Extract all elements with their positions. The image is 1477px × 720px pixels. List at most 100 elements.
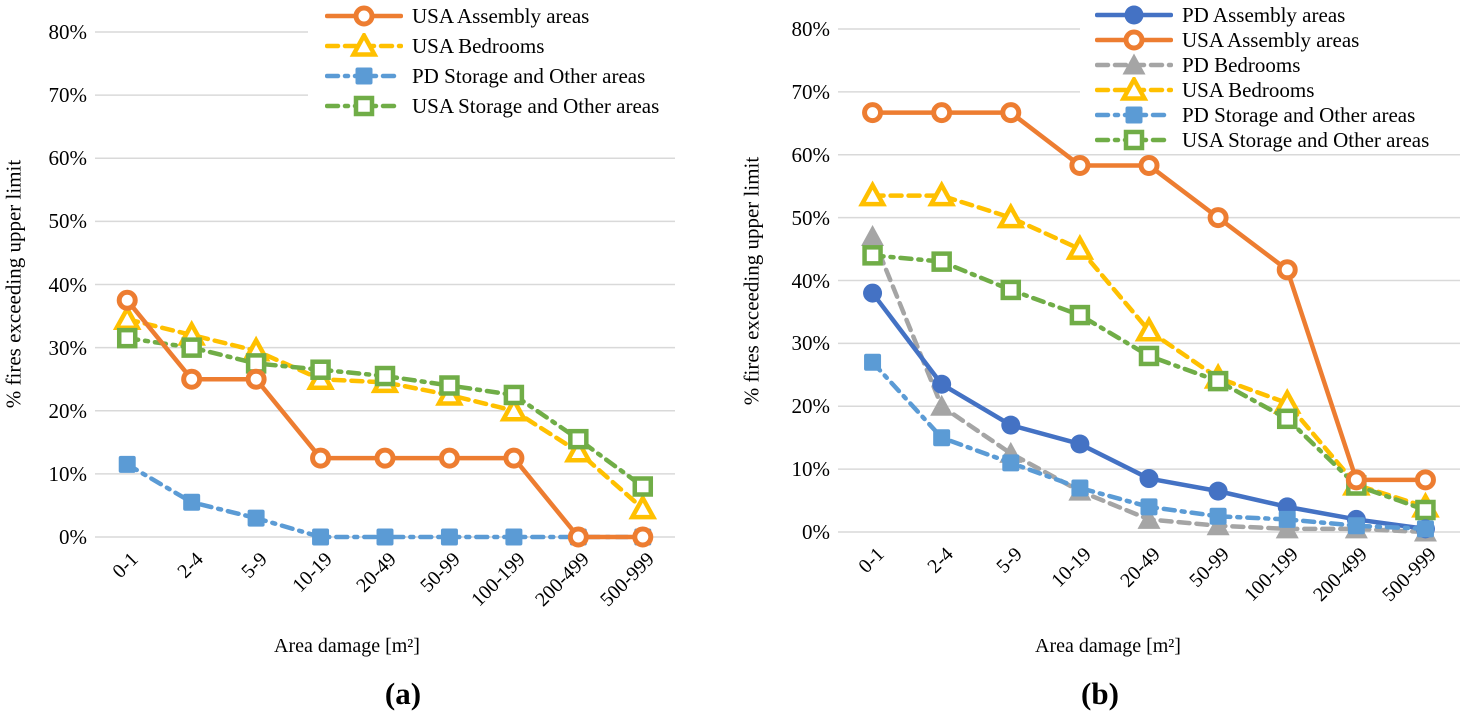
circle-open-marker [353,5,375,27]
y-tick-label: 10% [48,461,88,486]
panel-label-a: (a) [384,676,422,711]
square-open-marker [310,359,331,380]
square-filled-marker [376,528,394,546]
circle-open-marker [1276,259,1298,281]
legend-item-usa-storage-and-other-areas: USA Storage and Other areas [1095,127,1429,153]
circle-open-marker [1000,102,1022,124]
series-line [124,462,646,540]
legend-b-background [1080,0,1460,152]
circle-open-marker [245,368,267,390]
series-pd-assembly-areas [863,283,1435,539]
legend-label: USA Storage and Other areas [1182,127,1430,152]
y-tick-label: 30% [791,331,831,356]
y-tick-label: 50% [791,205,831,230]
square-open-marker [503,384,525,406]
legend-sample-usa-storage-and-other-areas [1095,129,1173,151]
x-axis-title-b: Area damage [m²] [1035,635,1181,657]
y-tick-label: 80% [48,20,88,44]
chart-panel-a: % fires exceeding upper limit Area damag… [0,0,738,720]
square-open-marker [632,476,654,497]
series-line [124,316,646,511]
square-filled-marker [864,353,882,371]
square-open-marker [181,337,202,358]
legend-item-usa-bedrooms: USA Bedrooms [325,33,544,59]
circle-filled-marker [1001,415,1021,435]
square-filled-marker [247,509,265,527]
y-tick-label: 50% [48,209,88,234]
panel-label-b: (b) [1081,676,1119,711]
square-filled-marker [505,528,523,546]
legend-item-pd-bedrooms: PD Bedrooms [1095,52,1300,78]
legend-label: USA Storage and Other areas [412,93,660,118]
circle-filled-marker [1070,434,1090,454]
legend-label: PD Storage and Other areas [412,63,646,88]
circle-open-marker [310,447,332,469]
legend-sample-pd-storage-and-other-areas [325,67,403,85]
square-open-marker [439,375,460,396]
legend-label: PD Storage and Other areas [1182,102,1416,127]
square-filled-marker [183,493,201,511]
triangle-filled-marker [930,394,954,416]
y-tick-label: 0% [802,520,830,544]
circle-filled-marker [1124,5,1144,25]
series-usa-assembly-areas [116,289,654,548]
square-open-marker [1000,279,1022,301]
square-filled-marker [1002,454,1020,472]
y-tick-label: 0% [59,525,87,549]
legend-sample-usa-bedrooms [1095,77,1173,101]
triangle-open-marker [349,33,379,57]
triangle-open-marker [1134,315,1164,342]
square-open-marker [1138,345,1160,367]
series-usa-storage-and-other-areas [116,327,654,497]
triangle-open-marker [112,304,142,330]
circle-open-marker [438,447,460,469]
square-open-marker [353,95,375,117]
circle-open-marker [1345,469,1367,491]
square-filled-marker [1140,498,1158,516]
legend-sample-usa-bedrooms [325,33,403,57]
circle-open-marker [116,289,138,311]
series-line [124,298,646,540]
x-axis-title-a: Area damage [m²] [274,635,420,657]
legend-label: USA Bedrooms [1182,77,1315,102]
square-open-marker [931,251,952,272]
square-open-marker [374,365,396,387]
series-usa-assembly-areas [862,102,1436,491]
y-tick-label: 40% [48,272,88,297]
triangle-open-marker [564,436,593,463]
circle-open-marker [862,102,884,124]
square-open-marker [862,245,883,266]
circle-open-marker [1069,154,1091,176]
legend-item-pd-storage-and-other-areas: PD Storage and Other areas [325,63,645,89]
circle-open-marker [1138,154,1160,176]
legend-sample-pd-bedrooms [1095,53,1173,75]
circle-open-marker [374,447,396,469]
series-pd-storage-and-other-areas [864,353,1434,538]
square-filled-marker [1125,106,1143,124]
circle-filled-marker [1139,469,1159,489]
triangle-open-marker [1065,233,1095,260]
y-tick-label: 10% [791,457,831,482]
square-filled-marker [355,67,373,85]
y-tick-label: 80% [791,17,831,41]
legend-item-usa-assembly-areas: USA Assembly areas [1095,27,1359,53]
circle-open-marker [503,447,525,469]
square-open-marker [1415,499,1436,521]
chart-a-canvas [95,31,675,548]
square-open-marker [1207,370,1229,392]
triangle-filled-marker [861,224,885,246]
legend-label: USA Bedrooms [412,33,545,58]
legend-sample-pd-storage-and-other-areas [1095,106,1173,124]
triangle-open-marker [499,395,529,422]
triangle-open-marker [858,180,887,207]
legend-sample-usa-assembly-areas [325,5,403,27]
circle-open-marker [632,526,654,548]
chart-panel-b: % fires exceeding upper limit Area damag… [738,0,1477,720]
y-tick-label: 20% [48,398,88,423]
square-open-marker [1123,129,1145,151]
legend-label: PD Bedrooms [1182,52,1301,77]
triangle-open-marker [996,202,1026,229]
square-filled-marker [312,528,330,546]
legend-sample-usa-storage-and-other-areas [325,95,403,117]
